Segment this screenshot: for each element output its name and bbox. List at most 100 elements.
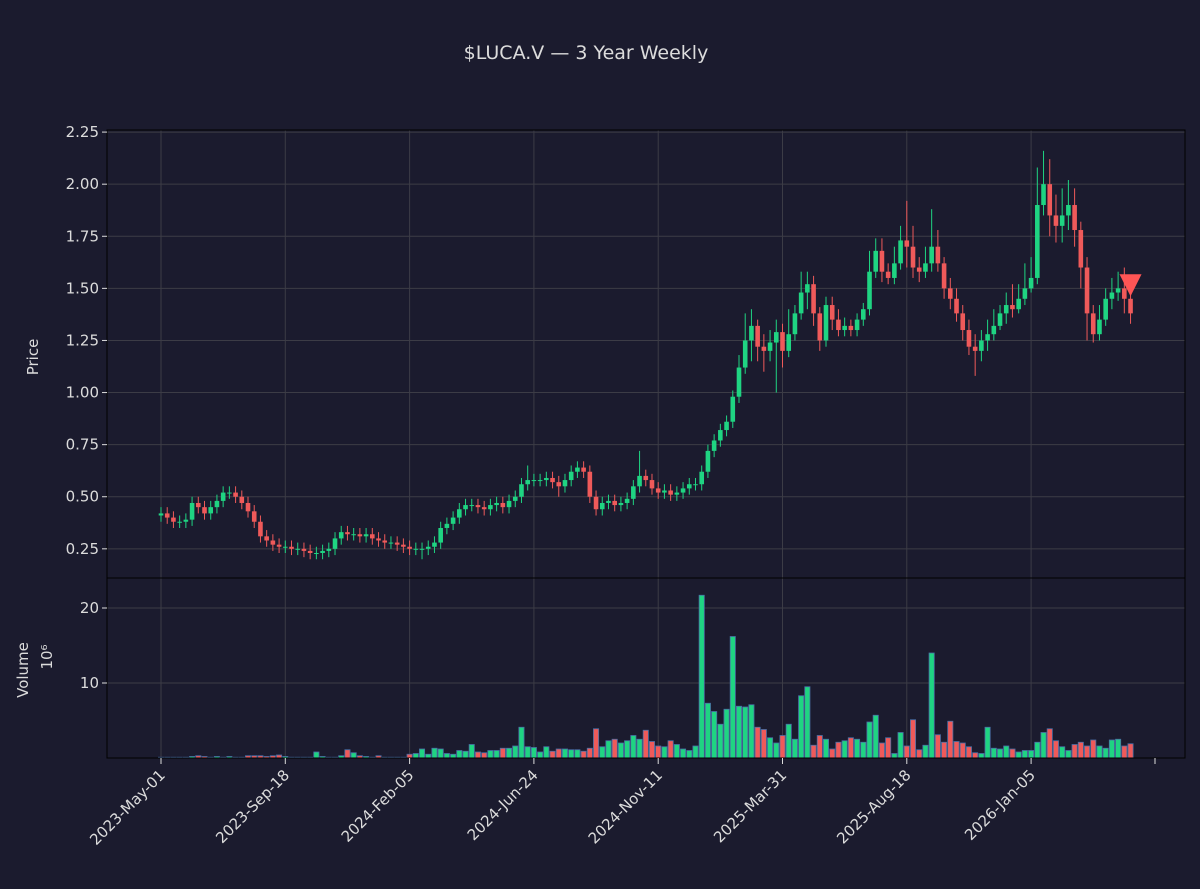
signal-marker — [1119, 274, 1142, 297]
candle-body — [1066, 205, 1071, 216]
candle-body — [848, 325, 854, 331]
volume-bar — [568, 749, 575, 759]
candle-body — [805, 284, 810, 293]
candle-body — [1090, 313, 1096, 335]
x-tick-label: 2024-Feb-05 — [338, 766, 418, 846]
candle-body — [519, 484, 524, 497]
candle-body — [376, 538, 381, 541]
volume-bar — [524, 746, 531, 759]
volume-bar — [816, 735, 823, 759]
volume-bar — [1084, 745, 1091, 759]
volume-bar — [506, 747, 513, 759]
candle-body — [1022, 288, 1028, 299]
volume-bar — [1108, 739, 1115, 759]
candle-body — [742, 340, 748, 368]
volume-bar — [605, 740, 612, 759]
candle-body — [581, 467, 586, 472]
candle-body — [320, 550, 325, 553]
volume-bar — [903, 745, 910, 759]
candle-body — [798, 292, 804, 314]
candle-body — [892, 263, 897, 278]
volume-bar — [866, 721, 873, 759]
candle-body — [954, 298, 959, 314]
candle-body — [929, 246, 934, 264]
volume-bar — [593, 728, 600, 759]
volume-bar — [1077, 741, 1084, 759]
volume-bar — [1102, 747, 1109, 759]
candle-body — [208, 507, 214, 514]
volume-bar — [791, 738, 798, 759]
volume-bar — [997, 748, 1004, 759]
candle-body — [388, 542, 394, 544]
volume-bar — [748, 704, 755, 759]
candle-body — [171, 517, 176, 522]
candle-body — [183, 519, 189, 522]
volume-bar — [934, 734, 941, 759]
candle-body — [972, 346, 978, 351]
candle-body — [655, 488, 661, 493]
candle-body — [457, 509, 462, 518]
volume-bar — [313, 751, 320, 759]
candle-body — [432, 542, 437, 547]
candle-body — [699, 471, 705, 485]
volume-bar — [686, 750, 693, 759]
volume-bar — [823, 738, 830, 759]
volume-bar — [698, 594, 705, 759]
volume-bar — [810, 744, 817, 759]
candle-body — [332, 538, 338, 549]
volume-bar — [1127, 743, 1134, 759]
volume-bar — [1090, 739, 1097, 759]
candle-body — [289, 546, 294, 549]
volume-bar — [630, 735, 637, 759]
candle-body — [941, 263, 947, 289]
candle-body — [245, 502, 251, 512]
volume-bar — [717, 723, 724, 759]
candle-body — [935, 246, 941, 264]
candle-body — [1122, 288, 1127, 299]
candle-body — [512, 496, 518, 501]
candle-body — [251, 511, 257, 522]
candle-body — [711, 440, 717, 451]
volume-bar — [1003, 745, 1010, 759]
volume-bar — [580, 750, 587, 759]
candle-body — [413, 548, 419, 550]
candle-body — [904, 240, 910, 247]
volume-bar — [642, 729, 649, 759]
volume-bar — [667, 740, 674, 759]
volume-bar — [711, 711, 718, 759]
candle-body — [1028, 277, 1034, 289]
candle-body — [283, 546, 288, 548]
volume-axis-label: Volume — [14, 642, 32, 698]
candle-body — [1109, 292, 1115, 299]
candle-body — [860, 309, 866, 320]
volume-bar — [829, 748, 836, 759]
candle-body — [544, 477, 549, 481]
volume-bar — [530, 747, 537, 759]
volume-bar — [860, 741, 867, 759]
candle-body — [177, 521, 182, 523]
candle-body — [469, 505, 475, 507]
candle-body — [276, 544, 282, 547]
candle-body — [264, 536, 269, 541]
volume-bar — [574, 749, 581, 759]
volume-bar — [984, 726, 991, 759]
volume-bar — [437, 748, 444, 759]
volume-frame — [106, 577, 1186, 759]
x-tick-label: 2023-May-01 — [86, 766, 169, 849]
volume-bar — [928, 652, 935, 759]
candle-body — [164, 513, 170, 518]
candle-body — [1041, 184, 1046, 206]
candle-body — [898, 240, 903, 264]
candle-body — [556, 482, 562, 487]
candle-body — [295, 548, 301, 550]
y-tick-label: 1.75 — [66, 227, 99, 245]
candle-body — [606, 500, 611, 503]
volume-bar — [611, 738, 618, 759]
candle-body — [705, 450, 711, 472]
candle-body — [767, 342, 773, 351]
candle-body — [1053, 215, 1059, 226]
candle-body — [624, 498, 630, 503]
candle-body — [463, 505, 468, 510]
candle-body — [363, 534, 369, 537]
volume-offset-label: 10⁶ — [38, 644, 56, 669]
